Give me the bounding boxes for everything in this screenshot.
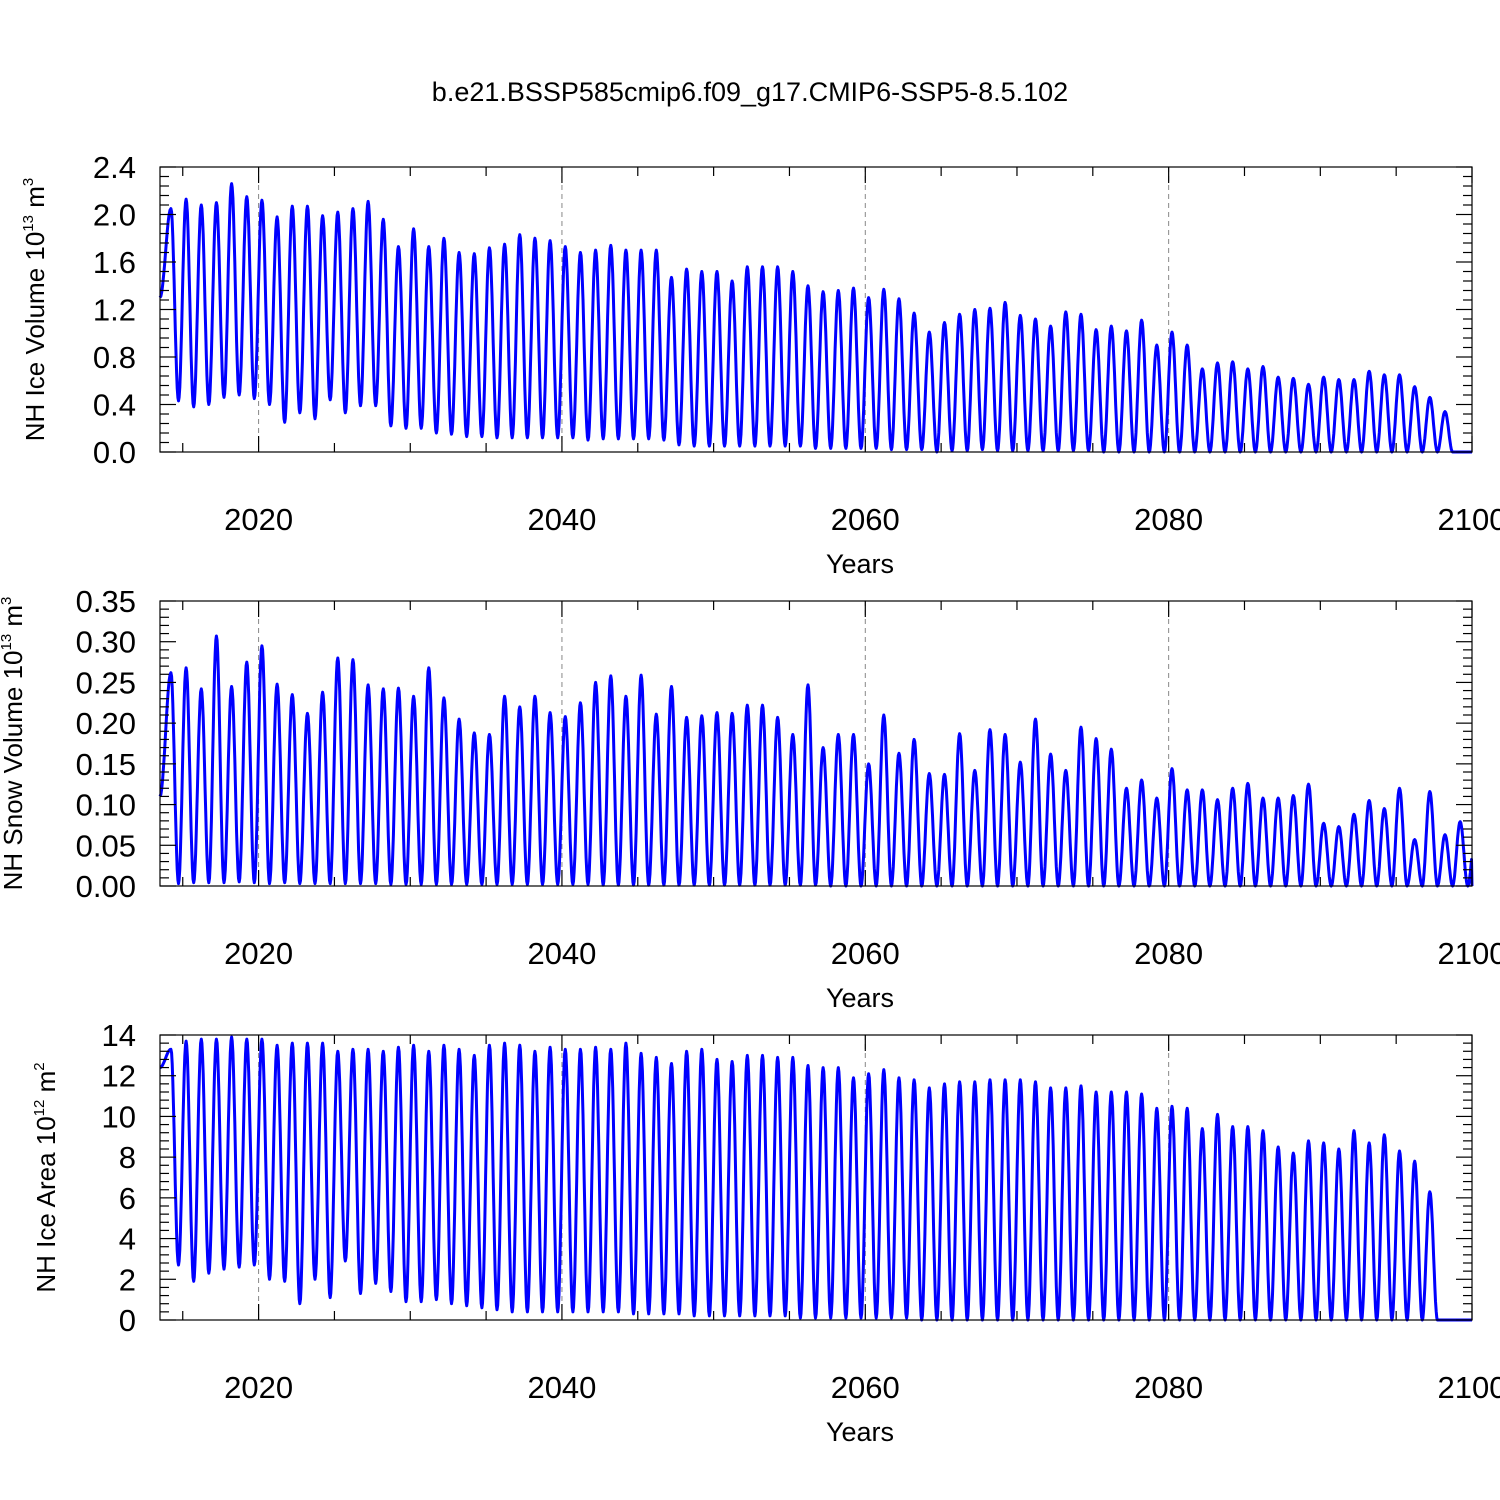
series-line [159, 1035, 1472, 1322]
plot-frame [159, 600, 1473, 887]
y-tick-label: 12 [102, 1059, 136, 1094]
x-tick-label: 2040 [527, 936, 596, 971]
plot-frame [159, 1034, 1473, 1321]
series-line [158, 634, 1474, 888]
y-tick-label: 4 [119, 1222, 136, 1257]
y-tick-label: 0.30 [76, 625, 136, 660]
y-tick-label: 10 [102, 1099, 136, 1134]
y-tick-label: 0.8 [93, 340, 136, 375]
y-tick-label: 2 [119, 1262, 136, 1297]
panels-group: 2020 2040 2060 2080 2100Years0.00.40.81.21.6… [0, 150, 1500, 1447]
y-tick-label: 6 [119, 1181, 136, 1216]
x-tick-label: 2060 [831, 1370, 900, 1405]
x-tick-label: 2080 [1134, 502, 1203, 537]
y-axis-label: NH Ice Volume 1013 m3 [20, 178, 50, 441]
x-tick-label: 2100 [1438, 1370, 1500, 1405]
x-tick-label: 2060 [831, 502, 900, 537]
x-axis-label: Years [826, 549, 894, 579]
x-axis-label: Years [826, 983, 894, 1013]
x-tick-label: 2040 [527, 502, 596, 537]
x-tick-label: 2020 [224, 502, 293, 537]
x-tick-label: 2020 [224, 936, 293, 971]
y-axis-label: NH Ice Area 1012 m2 [31, 1062, 61, 1292]
y-tick-label: 0.00 [76, 869, 136, 904]
y-tick-label: 0.25 [76, 665, 136, 700]
y-tick-label: 0.15 [76, 747, 136, 782]
x-axis-label: Years [826, 1417, 894, 1447]
x-tick-label: 2080 [1134, 1370, 1203, 1405]
y-tick-label: 2.4 [93, 150, 136, 185]
y-tick-label: 0.05 [76, 828, 136, 863]
y-tick-label: 0.20 [76, 706, 136, 741]
panel-1: 2020 2040 2060 2080 2100 Years 0.0 0.4 0.8 1.2 1.6… [20, 150, 1500, 579]
y-tick-label: 14 [102, 1018, 136, 1053]
panel-2: 2020 2040 2060 2080 2100 Years 0.00 0.05 0.10 0.1… [0, 584, 1500, 1013]
x-tick-label: 2060 [831, 936, 900, 971]
y-axis-label: NH Snow Volume 1013 m3 [0, 597, 28, 891]
y-tick-label: 0.35 [76, 584, 136, 619]
y-tick-label: 1.6 [93, 245, 136, 280]
series-line [158, 182, 1472, 454]
figure-title: b.e21.BSSP585cmip6.f09_g17.CMIP6-SSP5-8.… [432, 77, 1068, 107]
x-tick-label: 2100 [1438, 936, 1500, 971]
y-tick-label: 8 [119, 1140, 136, 1175]
x-tick-label: 2100 [1438, 502, 1500, 537]
x-tick-label: 2020 [224, 1370, 293, 1405]
y-tick-label: 1.2 [93, 293, 136, 328]
y-tick-label: 0 [119, 1303, 136, 1338]
x-tick-label: 2080 [1134, 936, 1203, 971]
y-tick-label: 0.10 [76, 788, 136, 823]
y-tick-label: 0.0 [93, 435, 136, 470]
y-tick-label: 0.4 [93, 388, 136, 423]
panel-3: 2020 2040 2060 2080 2100 Years 0 2 4 6 8 10 12 14 NH I… [31, 1018, 1500, 1447]
y-tick-label: 2.0 [93, 198, 136, 233]
x-tick-label: 2040 [527, 1370, 596, 1405]
